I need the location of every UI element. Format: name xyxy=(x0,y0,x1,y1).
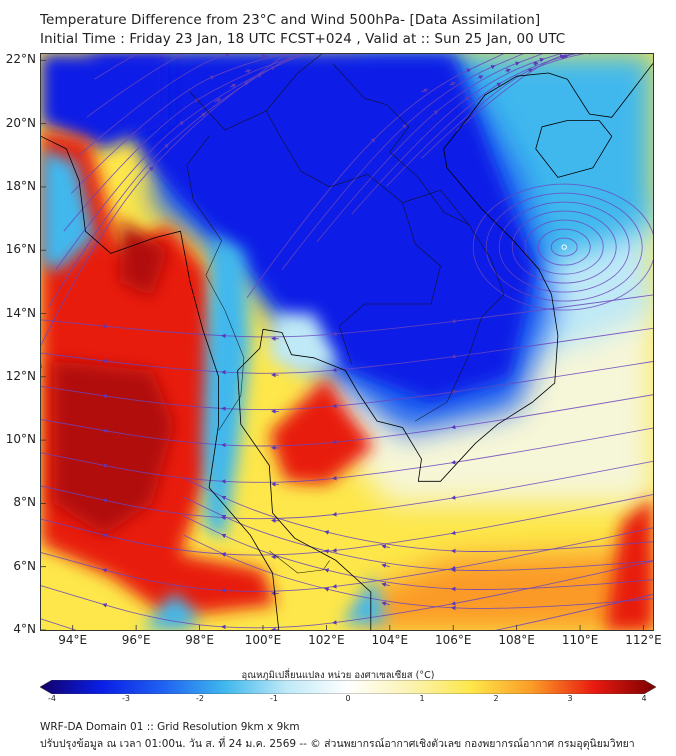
country-border xyxy=(332,63,470,226)
longitude-label: 102°E xyxy=(308,633,345,647)
cyclone-ring xyxy=(550,237,578,257)
latitude-label: 16°N xyxy=(5,242,36,257)
streamline xyxy=(41,294,653,339)
update-credit: ปรับปรุงข้อมูล ณ เวลา 01:00น. วัน ส. ที่… xyxy=(40,738,635,750)
cyclone-ring xyxy=(472,183,653,311)
wind-arrow xyxy=(381,601,390,606)
latitude-label: 22°N xyxy=(5,52,36,67)
country-border xyxy=(269,550,330,574)
map-panel[interactable] xyxy=(40,53,654,631)
colorbar-label: อุณหภูมิเปลี่ยนแปลง หน่วย องศาเซลเซียส (… xyxy=(241,670,435,681)
temperature-region xyxy=(120,218,168,298)
latitude-label: 10°N xyxy=(5,432,36,447)
streamline xyxy=(41,560,653,630)
coastlines xyxy=(41,54,653,630)
streamline xyxy=(41,327,653,375)
latitude-label: 8°N xyxy=(13,495,36,510)
streamline xyxy=(41,394,653,448)
longitude-label: 112°E xyxy=(625,633,662,647)
colorbar-tick-label: -2 xyxy=(196,694,204,703)
wind-arrow xyxy=(381,563,390,568)
country-border xyxy=(186,136,245,431)
cyclone-ring xyxy=(485,192,643,302)
colorbar xyxy=(40,680,656,694)
country-border xyxy=(402,189,505,422)
coastline xyxy=(237,63,653,630)
streamline xyxy=(183,477,653,554)
longitude-label: 104°E xyxy=(371,633,409,647)
latitude-label: 6°N xyxy=(13,558,36,573)
latitude-label: 4°N xyxy=(13,622,36,636)
wind-arrow xyxy=(381,544,390,549)
colorbar-tick-label: -4 xyxy=(48,694,56,703)
streamline xyxy=(41,593,653,630)
colorbar-tick-label: 4 xyxy=(641,694,647,703)
coastline xyxy=(41,135,280,630)
streamline xyxy=(41,361,653,411)
colorbar-tick-label: -3 xyxy=(122,694,130,703)
latitude-label: 14°N xyxy=(5,305,36,320)
latitude-label: 18°N xyxy=(5,178,36,193)
streamline xyxy=(41,427,653,484)
colorbar-tick-label: 3 xyxy=(567,694,573,703)
wind-arrow xyxy=(560,54,567,60)
latitude-label: 20°N xyxy=(5,115,36,130)
map-subtitle: Initial Time : Friday 23 Jan, 18 UTC FCS… xyxy=(40,31,566,47)
colorbar-tick-label: 0 xyxy=(345,694,351,703)
map-title: Temperature Difference from 23°C and Win… xyxy=(40,12,541,28)
streamline xyxy=(456,54,618,131)
coastline xyxy=(535,120,613,178)
longitude-label: 106°E xyxy=(434,633,472,647)
longitude-label: 100°E xyxy=(244,633,282,647)
longitude-label: 96°E xyxy=(121,633,151,647)
cyclone-center-marker xyxy=(561,244,567,250)
country-border xyxy=(265,110,441,365)
cyclone-ring xyxy=(537,228,591,266)
cyclone-ring xyxy=(498,201,630,293)
longitude-label: 94°E xyxy=(58,633,88,647)
wind-arrow xyxy=(381,582,390,587)
longitude-label: 110°E xyxy=(561,633,599,647)
cyclone-ring xyxy=(511,210,617,284)
temperature-region xyxy=(41,148,95,270)
temperature-wind-map xyxy=(41,54,653,630)
colorbar-tick-label: -1 xyxy=(270,694,278,703)
streamline xyxy=(78,54,316,156)
wind-streamlines xyxy=(41,54,653,630)
latitude-label: 12°N xyxy=(5,368,36,383)
temperature-region xyxy=(41,54,168,149)
streamline xyxy=(86,54,184,118)
cyclone-ring xyxy=(524,219,604,275)
model-info: WRF-DA Domain 01 :: Grid Resolution 9km … xyxy=(40,721,300,733)
colorbar-tick-label: 1 xyxy=(419,694,425,703)
colorbar-tick-label: 2 xyxy=(493,694,499,703)
longitude-label: 108°E xyxy=(498,633,535,647)
longitude-label: 98°E xyxy=(185,633,214,647)
